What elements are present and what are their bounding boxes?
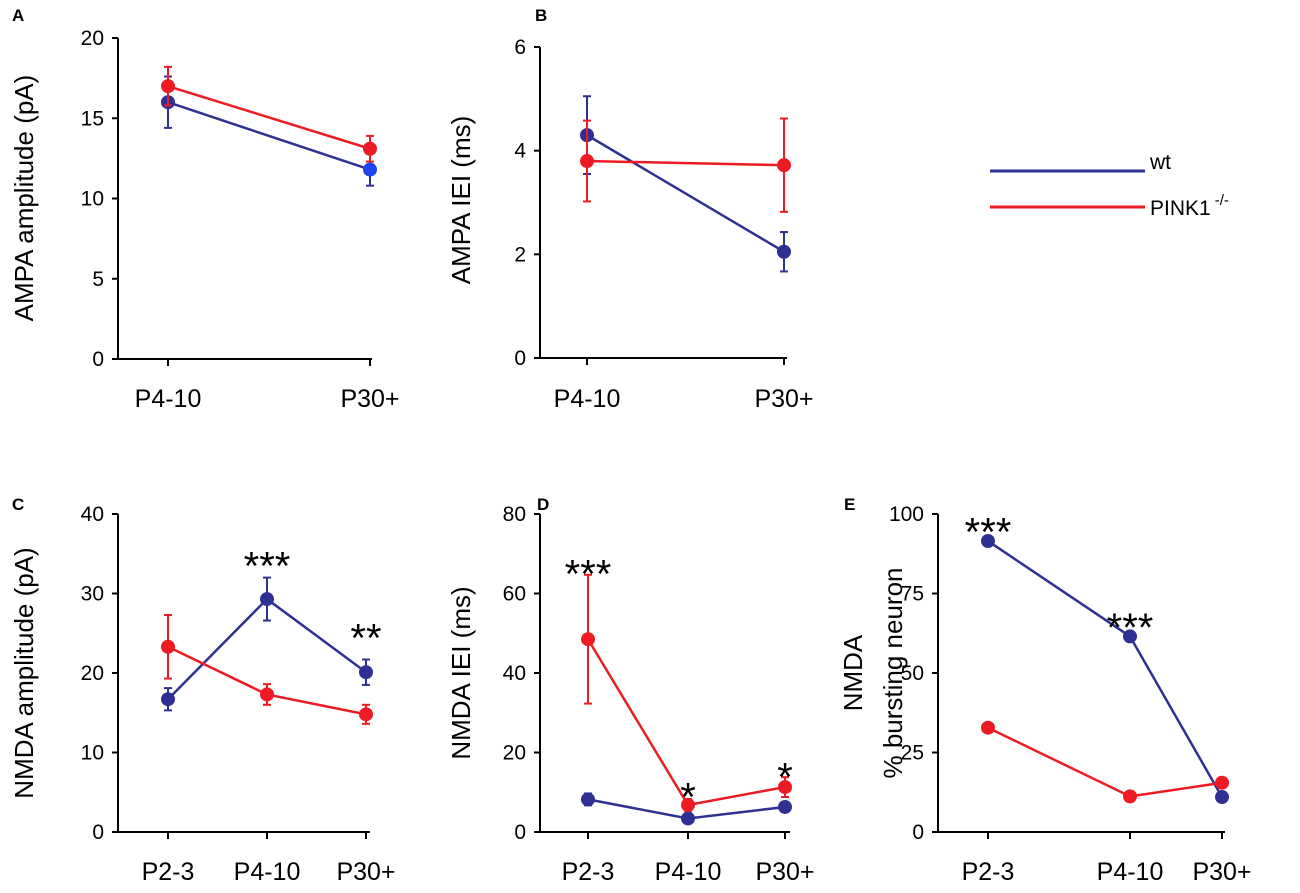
panel-d-pink1-point bbox=[778, 780, 792, 795]
panel-a-pink1-point bbox=[161, 79, 175, 94]
panel-b-y-tick-label: 2 bbox=[514, 243, 526, 266]
panel-a: A 0 5 10 15 20 P4-10 P30+ AMPA amplitude (pA) bbox=[9, 6, 400, 413]
panel-b-x-tick-label: P30+ bbox=[754, 385, 813, 413]
panel-d-wt-point bbox=[681, 811, 695, 826]
panel-b-wt-point bbox=[777, 244, 791, 259]
panel-c-y-tick-label: 10 bbox=[81, 742, 104, 765]
panel-b-letter: B bbox=[535, 6, 547, 25]
panel-e-y-tick-label: 75 bbox=[901, 583, 924, 606]
panel-c-letter: C bbox=[12, 495, 24, 514]
panel-a-wt-point bbox=[363, 162, 377, 177]
panel-a-y-label: AMPA amplitude (pA) bbox=[9, 75, 39, 322]
panel-e-pink1-point bbox=[1215, 775, 1229, 790]
panel-e-wt-point bbox=[1215, 790, 1229, 805]
panel-d-wt-point bbox=[778, 799, 792, 814]
panel-c-x-tick-label: P2-3 bbox=[142, 858, 195, 886]
panel-e-letter: E bbox=[844, 495, 855, 514]
panel-c: C 0 10 20 30 40 P2-3 P4-10 P30+ NMDA amplitude (p… bbox=[9, 495, 396, 886]
panel-c-pink1-point bbox=[161, 639, 175, 654]
panel-e-pink1-point bbox=[1123, 789, 1137, 804]
panel-d-y-label: NMDA IEI (ms) bbox=[446, 586, 476, 759]
panel-d-pink1-point bbox=[681, 797, 695, 812]
panel-a-y-tick-label: 20 bbox=[81, 27, 104, 50]
panel-c-wt-point bbox=[161, 692, 175, 707]
legend-wt-label: wt bbox=[1149, 151, 1171, 174]
panel-e-x-tick-label: P4-10 bbox=[1097, 858, 1164, 886]
panel-e-y-tick-label: 25 bbox=[901, 742, 924, 765]
legend-pink1-name: PINK1 bbox=[1150, 197, 1211, 220]
panel-c-significance-label: ** bbox=[350, 616, 381, 660]
panel-e-x-tick-label: P30+ bbox=[1192, 858, 1251, 886]
panel-c-y-tick-label: 20 bbox=[81, 662, 104, 685]
panel-d-y-tick-label: 40 bbox=[503, 662, 526, 685]
panel-c-y-label: NMDA amplitude (pA) bbox=[9, 547, 39, 798]
panel-d-x-tick-label: P2-3 bbox=[562, 858, 615, 886]
panel-c-significance-label: *** bbox=[244, 545, 291, 589]
panel-d-significance-label: * bbox=[680, 775, 696, 819]
legend: wt PINK1 -/- bbox=[990, 151, 1229, 220]
panel-c-pink1-point bbox=[260, 687, 274, 702]
panel-c-y-tick-label: 40 bbox=[81, 503, 104, 526]
panel-e-x-tick-label: P2-3 bbox=[962, 858, 1015, 886]
panel-c-wt-point bbox=[359, 665, 373, 680]
panel-a-y-tick-label: 5 bbox=[92, 268, 104, 291]
panel-d-significance-label: * bbox=[777, 755, 793, 799]
panel-c-x-tick-label: P30+ bbox=[336, 858, 395, 886]
panel-a-letter: A bbox=[12, 6, 24, 25]
panel-d-y-tick-label: 80 bbox=[503, 503, 526, 526]
panel-e-y-label: NMDA bbox=[838, 634, 868, 711]
panel-e-y-tick-label: 100 bbox=[889, 503, 924, 526]
panel-a-pink1-point bbox=[363, 141, 377, 156]
panel-d-wt-point bbox=[581, 792, 595, 807]
panel-d-y-tick-label: 60 bbox=[503, 583, 526, 606]
panel-e-y-label-2: % bursting neuron bbox=[878, 567, 908, 778]
panel-b: B 0 2 4 6 P4-10 P30+ AMPA IEI (ms) bbox=[446, 6, 814, 413]
panel-d-y-tick-label: 0 bbox=[514, 821, 526, 844]
panel-c-pink1-point bbox=[359, 707, 373, 722]
legend-pink1-label: PINK1 -/- bbox=[1150, 192, 1229, 220]
panel-e-significance-label: *** bbox=[965, 511, 1012, 555]
panel-d-x-tick-label: P30+ bbox=[755, 858, 814, 886]
panel-a-pink1-line bbox=[167, 84, 371, 150]
panel-b-y-tick-label: 4 bbox=[514, 140, 526, 163]
panel-d-pink1-point bbox=[581, 632, 595, 647]
panel-a-x-tick-label: P4-10 bbox=[135, 385, 202, 413]
panel-a-y-tick-label: 15 bbox=[81, 107, 104, 130]
legend-pink1-superscript: -/- bbox=[1215, 192, 1229, 209]
panel-c-wt-point bbox=[260, 592, 274, 607]
panel-b-x-tick-label: P4-10 bbox=[554, 385, 621, 413]
panel-c-y-tick-label: 0 bbox=[92, 821, 104, 844]
panel-d-y-tick-label: 20 bbox=[503, 742, 526, 765]
panel-e-significance-label: *** bbox=[1107, 606, 1154, 650]
panel-a-y-tick-label: 0 bbox=[92, 348, 104, 371]
panel-d-significance-label: *** bbox=[565, 553, 612, 597]
panel-e-pink1-point bbox=[981, 720, 995, 735]
panel-e-wt-line bbox=[987, 539, 1224, 798]
panel-b-pink1-point bbox=[777, 158, 791, 173]
panel-d-x-tick-label: P4-10 bbox=[655, 858, 722, 886]
panel-a-wt-line bbox=[167, 101, 371, 171]
panel-d-letter: D bbox=[537, 495, 549, 514]
panel-a-x-tick-label: P30+ bbox=[340, 385, 399, 413]
panel-b-pink1-line bbox=[586, 159, 785, 167]
panel-b-y-label: AMPA IEI (ms) bbox=[446, 116, 476, 285]
panel-e: E 0 25 50 75 100 P2-3 P4-10 P30+ NMDA % bursting n… bbox=[838, 495, 1252, 886]
panel-c-x-tick-label: P4-10 bbox=[234, 858, 301, 886]
panel-e-wt-point bbox=[981, 534, 995, 549]
panel-c-y-tick-label: 30 bbox=[81, 583, 104, 606]
panel-e-y-tick-label: 50 bbox=[901, 662, 924, 685]
panel-e-wt-point bbox=[1123, 629, 1137, 644]
panel-b-y-tick-label: 6 bbox=[514, 36, 526, 59]
panel-e-y-tick-label: 0 bbox=[912, 821, 924, 844]
panel-a-y-tick-label: 10 bbox=[81, 188, 104, 211]
panel-b-pink1-point bbox=[580, 154, 594, 169]
panel-b-y-tick-label: 0 bbox=[514, 347, 526, 370]
panel-b-wt-line bbox=[586, 134, 785, 253]
